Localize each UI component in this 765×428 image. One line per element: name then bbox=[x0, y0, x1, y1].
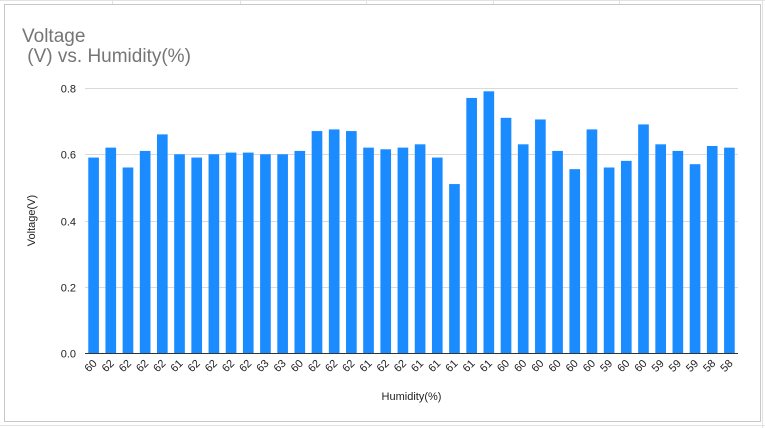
x-tick-label: 62 bbox=[220, 358, 237, 375]
x-axis-label: Humidity(%) bbox=[382, 391, 442, 403]
bar[interactable] bbox=[552, 150, 563, 353]
x-tick-label: 62 bbox=[203, 358, 220, 375]
x-tick-label: 61 bbox=[409, 358, 426, 375]
y-tick-label: 0.0 bbox=[61, 349, 76, 361]
y-tick-labels: 0.0 0.2 0.4 0.6 0.8 bbox=[61, 84, 76, 361]
bar[interactable] bbox=[242, 152, 254, 353]
x-tick-label: 61 bbox=[168, 358, 185, 375]
bar[interactable] bbox=[277, 154, 288, 353]
bar[interactable] bbox=[225, 152, 237, 353]
x-tick-label: 62 bbox=[375, 358, 392, 375]
bar[interactable] bbox=[380, 149, 392, 353]
x-tick-label: 62 bbox=[323, 358, 340, 375]
bar[interactable] bbox=[603, 167, 615, 354]
bar[interactable] bbox=[346, 131, 357, 353]
x-tick-label: 60 bbox=[632, 358, 649, 375]
bar[interactable] bbox=[157, 134, 168, 353]
bar[interactable] bbox=[689, 164, 701, 353]
bar[interactable] bbox=[208, 154, 220, 353]
x-tick-label: 61 bbox=[426, 358, 443, 375]
x-tick-label: 60 bbox=[529, 358, 546, 375]
bar[interactable] bbox=[88, 157, 99, 353]
bar[interactable] bbox=[638, 124, 649, 353]
bar[interactable] bbox=[191, 157, 203, 353]
bar[interactable] bbox=[294, 150, 306, 353]
y-tick-label: 0.4 bbox=[61, 217, 76, 229]
x-tick-label: 61 bbox=[478, 358, 495, 375]
y-tick-label: 0.6 bbox=[61, 150, 76, 162]
bar[interactable] bbox=[449, 184, 460, 353]
x-tick-label: 62 bbox=[134, 358, 151, 375]
x-tick-label: 61 bbox=[358, 358, 375, 375]
bar[interactable] bbox=[724, 147, 735, 353]
x-tick-label: 60 bbox=[615, 358, 632, 375]
bar[interactable] bbox=[466, 97, 477, 353]
bar[interactable] bbox=[260, 154, 271, 353]
x-tick-label: 62 bbox=[117, 358, 134, 375]
x-tick-label: 62 bbox=[186, 358, 203, 375]
bar[interactable] bbox=[174, 154, 185, 353]
y-tick-label: 0.8 bbox=[61, 84, 76, 96]
bar[interactable] bbox=[139, 150, 151, 353]
bar[interactable] bbox=[586, 129, 598, 353]
x-tick-label: 58 bbox=[718, 358, 735, 375]
bar[interactable] bbox=[706, 145, 718, 353]
bar[interactable] bbox=[328, 129, 340, 353]
x-tick-label: 60 bbox=[289, 358, 306, 375]
bar[interactable] bbox=[431, 157, 443, 353]
bar[interactable] bbox=[655, 144, 666, 353]
bars bbox=[88, 91, 735, 354]
x-tick-label: 61 bbox=[461, 358, 478, 375]
x-tick-label: 59 bbox=[684, 358, 701, 375]
x-tick-label: 58 bbox=[701, 358, 718, 375]
x-tick-label: 62 bbox=[100, 358, 117, 375]
bar[interactable] bbox=[397, 147, 409, 353]
bar[interactable] bbox=[620, 160, 632, 353]
bar[interactable] bbox=[672, 150, 684, 353]
chart-title: Voltage (V) vs. Humidity(%) bbox=[22, 26, 191, 67]
x-tick-label: 60 bbox=[547, 358, 564, 375]
bar[interactable] bbox=[363, 147, 374, 353]
bar[interactable] bbox=[414, 144, 426, 353]
bar[interactable] bbox=[122, 167, 134, 354]
x-tick-labels: 60 62 62 62 62 61 62 62 62 62 63 63 60 62 62 62 61 62 62 61… bbox=[83, 358, 736, 375]
x-tick-label: 60 bbox=[495, 358, 512, 375]
y-tick-label: 0.2 bbox=[61, 283, 76, 295]
bar[interactable] bbox=[535, 119, 546, 353]
x-tick-label: 60 bbox=[512, 358, 529, 375]
x-tick-label: 60 bbox=[564, 358, 581, 375]
bar[interactable] bbox=[483, 91, 495, 353]
bar[interactable] bbox=[517, 144, 529, 353]
bar[interactable] bbox=[105, 147, 117, 353]
bar[interactable] bbox=[569, 169, 581, 353]
y-axis-label: Voltage(V) bbox=[26, 195, 38, 246]
x-tick-label: 62 bbox=[151, 358, 168, 375]
x-tick-label: 62 bbox=[392, 358, 409, 375]
x-tick-label: 62 bbox=[306, 358, 323, 375]
x-tick-label: 62 bbox=[340, 358, 357, 375]
x-tick-label: 62 bbox=[237, 358, 254, 375]
x-tick-label: 63 bbox=[254, 358, 271, 375]
x-tick-label: 59 bbox=[667, 358, 684, 375]
x-tick-label: 61 bbox=[443, 358, 460, 375]
x-tick-label: 59 bbox=[650, 358, 667, 375]
x-tick-label: 59 bbox=[598, 358, 615, 375]
x-tick-label: 60 bbox=[83, 358, 100, 375]
bar[interactable] bbox=[500, 117, 512, 353]
x-tick-label: 60 bbox=[581, 358, 598, 375]
bar[interactable] bbox=[311, 131, 323, 353]
x-tick-label: 63 bbox=[272, 358, 289, 375]
